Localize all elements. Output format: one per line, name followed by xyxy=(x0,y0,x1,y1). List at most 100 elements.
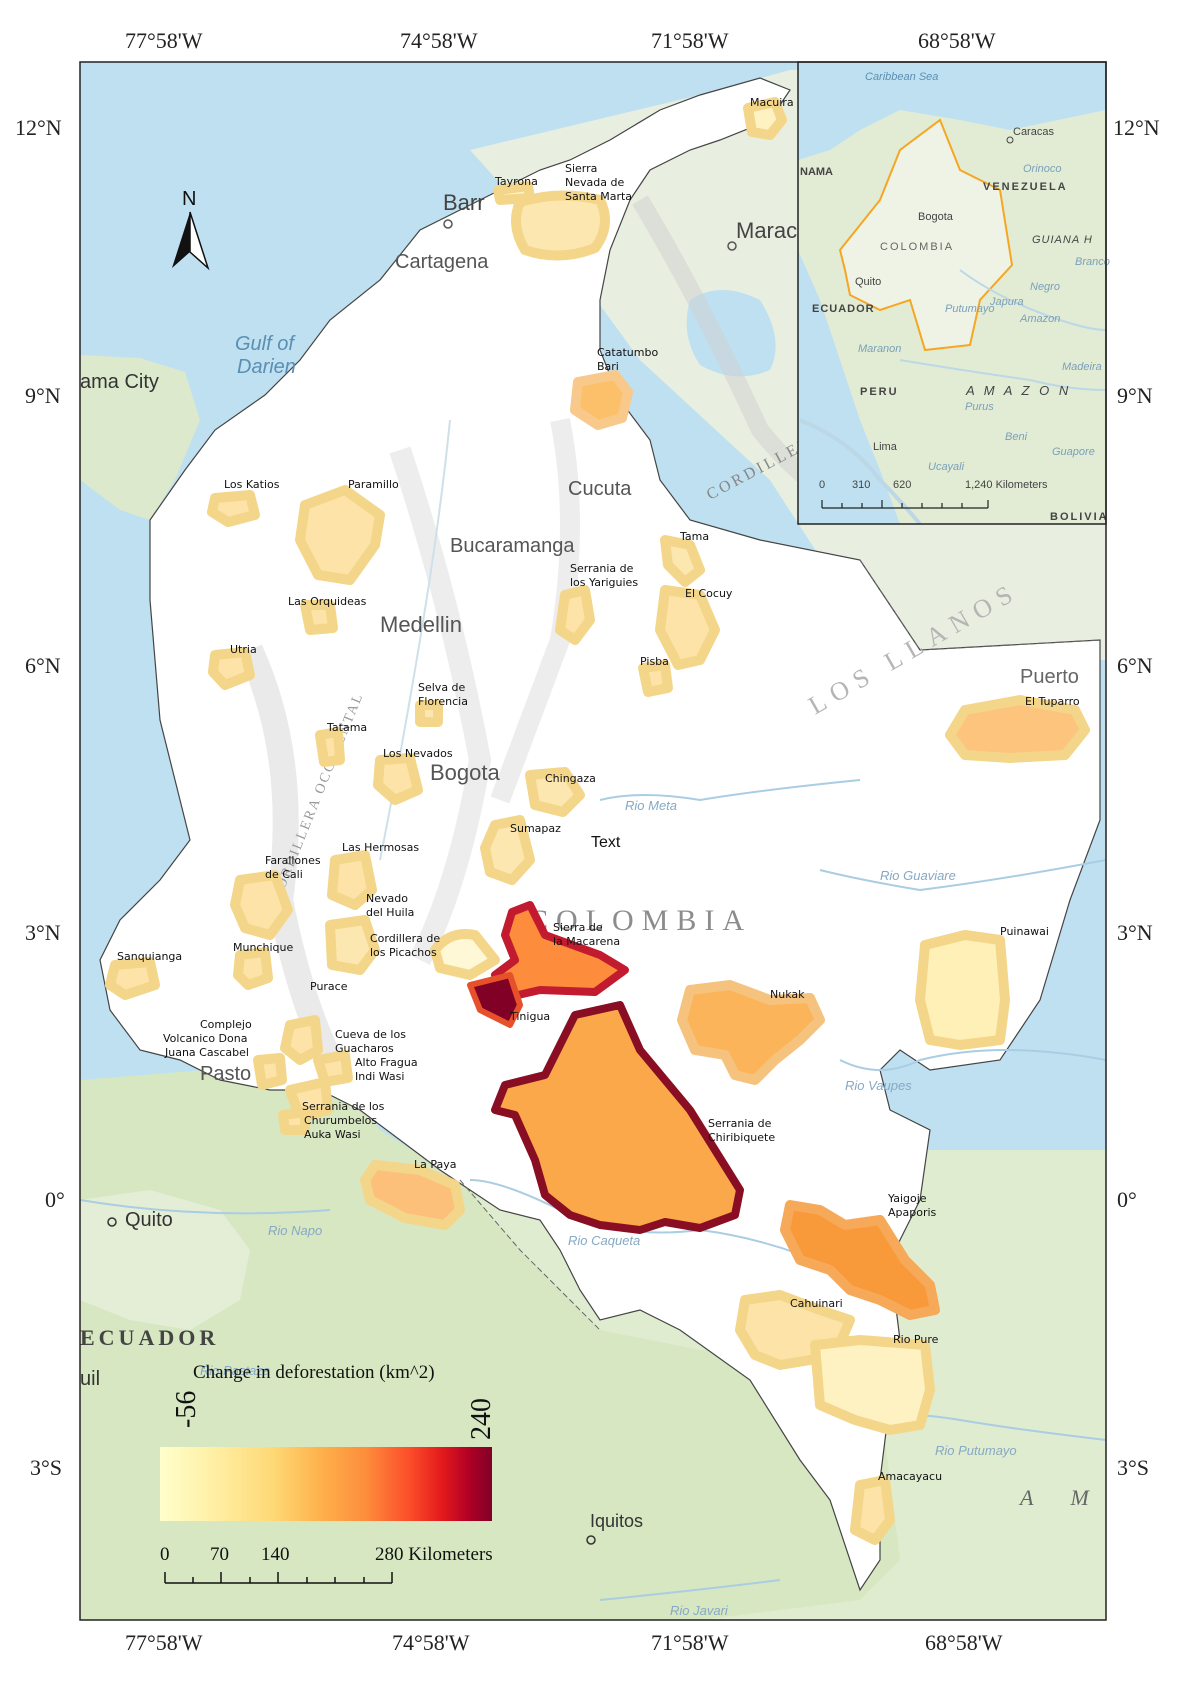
city-label: Puerto xyxy=(1020,666,1079,688)
pa-paramillo xyxy=(295,485,385,585)
pa-label: Juana Cascabel xyxy=(164,1046,249,1059)
pa-label: Yaigoje xyxy=(887,1192,927,1205)
pa-label: Sumapaz xyxy=(510,822,561,835)
pa-snsm xyxy=(511,190,610,261)
pa-label: Catatumbo xyxy=(597,346,658,359)
svg-text:Japura: Japura xyxy=(989,296,1024,308)
legend-max-label: 240 xyxy=(466,1398,497,1440)
pa-guacharos xyxy=(313,1050,353,1087)
svg-text:68°58'W: 68°58'W xyxy=(918,28,996,53)
pa-chingaza xyxy=(525,767,585,817)
pa-label: la Macarena xyxy=(553,935,620,948)
svg-text:Negro: Negro xyxy=(1030,281,1060,293)
pa-macarena xyxy=(491,901,629,1002)
svg-text:Ucayali: Ucayali xyxy=(928,461,965,473)
river-label: Rio Vaupes xyxy=(845,1078,912,1093)
pa-label: Alto Fragua xyxy=(355,1056,418,1069)
svg-text:0: 0 xyxy=(160,1544,170,1565)
legend: Change in deforestation (km^2) -56 240 xyxy=(160,1362,497,1521)
pa-purace xyxy=(280,1015,323,1065)
svg-text:9°N: 9°N xyxy=(1117,383,1153,408)
river-label: Rio Putumayo xyxy=(935,1443,1017,1458)
pa-label: Amacayacu xyxy=(878,1470,942,1483)
pa-label: La Paya xyxy=(414,1158,457,1171)
svg-text:6°N: 6°N xyxy=(25,653,61,678)
pa-label: Macuira xyxy=(750,96,794,109)
pa-yaigoje xyxy=(780,1200,940,1320)
pa-florencia xyxy=(415,700,443,727)
water-label: Gulf of xyxy=(235,333,296,355)
pa-label: Nevado xyxy=(366,892,408,905)
svg-text:280 Kilometers: 280 Kilometers xyxy=(375,1544,493,1565)
svg-text:3°S: 3°S xyxy=(1117,1455,1149,1480)
svg-text:620: 620 xyxy=(893,479,911,491)
map-frame xyxy=(79,61,1107,1621)
pa-label: Auka Wasi xyxy=(304,1128,361,1141)
pa-label: Complejo xyxy=(200,1018,252,1031)
legend-title: Change in deforestation (km^2) xyxy=(193,1362,435,1383)
pa-label: Puinawai xyxy=(1000,925,1049,938)
pa-munchique xyxy=(233,947,273,990)
city-label: Quito xyxy=(125,1209,173,1231)
svg-text:3°S: 3°S xyxy=(30,1455,62,1480)
pa-label: Apaporis xyxy=(888,1206,937,1219)
svg-text:71°58'W: 71°58'W xyxy=(651,1630,729,1655)
svg-text:Purus: Purus xyxy=(965,401,994,413)
svg-text:0: 0 xyxy=(819,479,825,491)
river-label: Rio Guaviare xyxy=(880,868,956,883)
pa-puinawai xyxy=(915,930,1010,1050)
protected-areas xyxy=(105,97,1090,1545)
north-arrow-icon: N xyxy=(172,188,210,271)
svg-text:BOLIVIA: BOLIVIA xyxy=(1050,511,1109,523)
pa-label: Chiribiquete xyxy=(708,1131,775,1144)
pa-churumbelos xyxy=(278,1107,310,1135)
legend-color-ramp xyxy=(160,1447,492,1521)
pa-huila xyxy=(325,915,380,975)
city-label: uil xyxy=(80,1368,100,1390)
river-label: Rio Pastaza xyxy=(200,1363,270,1378)
river-label: Rio Napo xyxy=(268,1223,322,1238)
svg-text:PERU: PERU xyxy=(860,386,899,398)
pa-label: Purace xyxy=(310,980,348,993)
pa-label: Indi Wasi xyxy=(355,1070,404,1083)
pa-label: Sanquianga xyxy=(117,950,182,963)
pa-tama xyxy=(660,535,705,587)
pa-label: Paramillo xyxy=(348,478,399,491)
pa-label: Los Katios xyxy=(224,478,280,491)
svg-text:140: 140 xyxy=(261,1544,290,1565)
svg-text:0°: 0° xyxy=(1117,1187,1137,1212)
svg-text:Branco: Branco xyxy=(1075,256,1110,268)
pa-sumapaz xyxy=(480,815,535,885)
pa-catatumbo xyxy=(570,370,633,430)
pa-label: Guacharos xyxy=(335,1042,394,1055)
svg-text:Bogota: Bogota xyxy=(918,211,954,223)
pa-label: Sierra xyxy=(565,162,597,175)
svg-text:3°N: 3°N xyxy=(25,920,61,945)
city-label: Barr xyxy=(443,190,485,215)
svg-text:Maranon: Maranon xyxy=(858,343,901,355)
pa-label: Utria xyxy=(230,643,257,656)
river-label: Rio Caqueta xyxy=(568,1233,640,1248)
river-label: Rio Meta xyxy=(625,798,677,813)
svg-text:Amazon: Amazon xyxy=(1019,313,1060,325)
pa-farallones xyxy=(230,870,293,940)
text-placeholder: Text xyxy=(591,834,621,851)
pa-label: Cahuinari xyxy=(790,1297,843,1310)
city-label: Marac xyxy=(736,218,797,243)
graticule-labels: 77°58'W 74°58'W 71°58'W 68°58'W 77°58'W … xyxy=(15,28,1160,1655)
pa-label: Sierra de xyxy=(553,921,603,934)
svg-text:3°N: 3°N xyxy=(1117,920,1153,945)
svg-text:COLOMBIA: COLOMBIA xyxy=(880,241,954,253)
pa-label: Las Hermosas xyxy=(342,841,419,854)
pa-paya xyxy=(360,1160,465,1230)
svg-text:GUIANA H: GUIANA H xyxy=(1032,234,1093,246)
pa-label: Pisba xyxy=(640,655,669,668)
svg-text:Orinoco: Orinoco xyxy=(1023,163,1062,175)
svg-text:74°58'W: 74°58'W xyxy=(392,1630,470,1655)
pa-pisba xyxy=(638,660,673,697)
pa-hermosas xyxy=(327,850,377,910)
pa-label: El Cocuy xyxy=(685,587,733,600)
pa-cocuy xyxy=(655,585,720,670)
pa-label: Florencia xyxy=(418,695,468,708)
city-label: Iquitos xyxy=(590,1511,643,1531)
